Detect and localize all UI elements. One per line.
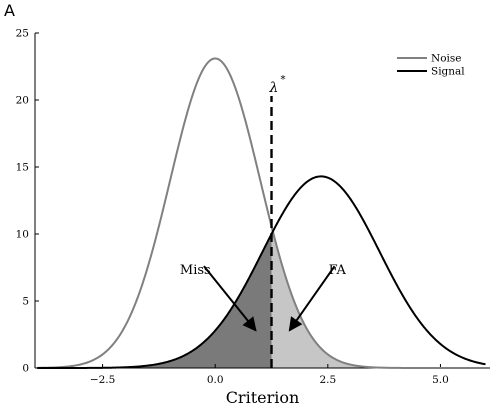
annotation-arrow-fa [288, 265, 336, 332]
annotation-arrow-miss [203, 265, 257, 332]
legend-label-noise: Noise [431, 53, 461, 65]
annotation-label-miss: Miss [180, 263, 211, 278]
x-tick-label: 5.0 [432, 374, 449, 386]
criterion-superscript: * [281, 75, 286, 86]
y-tick-label: 25 [16, 28, 29, 40]
y-tick-label: 5 [22, 296, 29, 308]
y-tick-label: 20 [16, 95, 29, 107]
x-tick-label: −2.5 [90, 374, 116, 386]
plot-area: 0 5 10 15 20 25 −2.5 0.0 2.5 5.0 λ * Miss FA NoiseSign… [16, 28, 490, 407]
y-tick-label: 0 [22, 363, 29, 375]
annotation-label-fa: FA [329, 263, 347, 278]
legend-label-signal: Signal [431, 66, 465, 78]
series-line-signal [37, 175, 486, 369]
criterion-label: λ [269, 80, 279, 96]
x-tick-label: 2.5 [319, 374, 336, 386]
y-tick-label: 10 [16, 229, 29, 241]
x-axis-title: Criterion [226, 388, 300, 407]
y-tick-label: 15 [16, 162, 29, 174]
series-line-noise [37, 57, 486, 369]
x-tick-label: 0.0 [207, 374, 224, 386]
fa-region [271, 226, 486, 368]
panel-label: A [4, 1, 15, 20]
